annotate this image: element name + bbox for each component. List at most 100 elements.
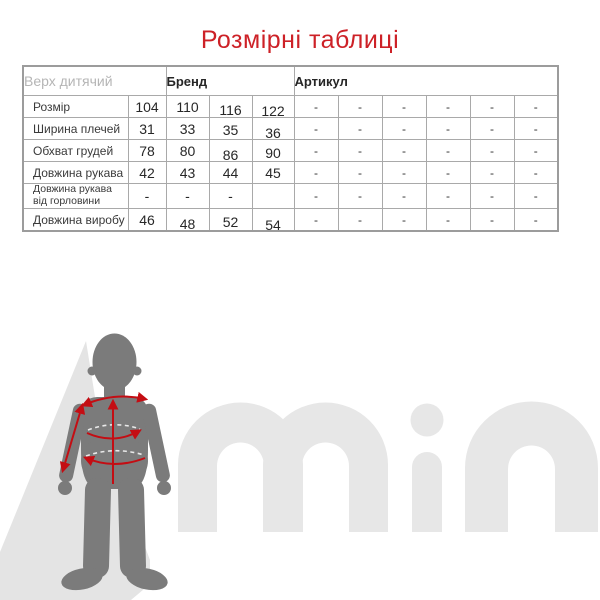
value-cell: 90 [251, 141, 295, 164]
article-cell: - [381, 161, 427, 184]
table-header-article: Артикул [293, 65, 559, 96]
article-cell: - [513, 139, 559, 162]
article-cell: - [381, 117, 427, 140]
value-cell: 48 [165, 212, 210, 236]
value-cell: 35 [208, 118, 253, 141]
table-header-category: Верх дитячий [22, 65, 167, 96]
silhouette-foot-right [126, 567, 168, 591]
value-cell: 80 [165, 139, 210, 162]
article-cell: - [513, 95, 559, 118]
row-label-cell: Розмір [22, 95, 129, 118]
value-cell: 54 [251, 213, 295, 237]
value-cell: 44 [208, 161, 253, 184]
article-cell: - [337, 95, 383, 118]
value-cell: 45 [251, 161, 295, 184]
article-cell: - [469, 95, 515, 118]
article-cell: - [293, 95, 339, 118]
row-label-cell: Обхват грудей [22, 139, 129, 162]
silhouette-ear-left [87, 366, 97, 376]
article-cell: - [381, 95, 427, 118]
size-table: Верх дитячий Бренд Артикул Розмір 104 110 1… [22, 65, 559, 237]
silhouette-arm-right [142, 403, 170, 483]
article-cell: - [381, 183, 427, 209]
value-cell: 36 [251, 121, 295, 144]
article-cell: - [337, 183, 383, 209]
table-row: Обхват грудей 78 80 86 90- - - - - - [22, 139, 559, 166]
article-cell: - [469, 117, 515, 140]
article-cell: - [469, 208, 515, 232]
article-cell: - [425, 139, 471, 162]
row-label-cell: Ширина плечей [22, 117, 129, 140]
article-cell: - [425, 95, 471, 118]
article-cell: - [293, 161, 339, 184]
article-cell: - [513, 117, 559, 140]
article-cell: - [337, 139, 383, 162]
silhouette-leg-right [118, 477, 146, 579]
waist-girth-dashed-arc [85, 449, 145, 457]
value-cell [251, 183, 295, 209]
value-cell: 46 [127, 208, 167, 232]
article-cell: - [469, 183, 515, 209]
watermark-letter-n [465, 401, 598, 532]
table-header-brand: Бренд [165, 65, 295, 96]
watermark-min [178, 401, 598, 532]
article-cell: - [425, 208, 471, 232]
watermark-letter-m [178, 402, 388, 532]
value-cell: - [127, 183, 167, 209]
article-cell: - [425, 161, 471, 184]
child-silhouette [58, 333, 171, 591]
sleeve-length-arrow [59, 402, 86, 474]
row-label-cell: Довжина рукава [22, 161, 129, 184]
value-cell: 43 [165, 161, 210, 184]
article-cell: - [337, 117, 383, 140]
article-cell: - [425, 117, 471, 140]
table-header-row: Верх дитячий Бренд Артикул [22, 65, 559, 96]
article-cell: - [381, 139, 427, 162]
row-label-cell: Довжина рукава від горловини [22, 183, 129, 209]
silhouette-hand-right [157, 481, 171, 495]
article-cell: - [469, 161, 515, 184]
table-row: Довжина рукава 42 43 44 45- - - - - - [22, 161, 559, 184]
article-cell: - [513, 183, 559, 209]
watermark-letter-i [412, 452, 442, 532]
article-cell: - [513, 208, 559, 232]
watermark-letter-i-dot [410, 403, 444, 437]
table-row: Довжина виробу 46 48 52 54- - - - - - [22, 208, 559, 237]
measurement-annotations [59, 391, 149, 484]
article-cell: - [293, 208, 339, 232]
silhouette-hand-left [58, 481, 72, 495]
waist-girth-arc [82, 455, 146, 467]
value-cell: 52 [208, 210, 253, 234]
article-cell: - [293, 183, 339, 209]
value-cell: 31 [127, 117, 167, 140]
article-cell: - [381, 208, 427, 232]
silhouette-foot-left [61, 567, 103, 591]
row-label-cell: Довжина виробу [22, 208, 129, 232]
article-cell: - [337, 161, 383, 184]
silhouette-leg-left [83, 477, 111, 579]
shoulder-width-arrow [80, 391, 149, 407]
size-guide-illustration [0, 333, 598, 600]
silhouette-ear-right [132, 366, 142, 376]
page-title: Розмірні таблиці [200, 26, 400, 54]
value-cell: 42 [127, 161, 167, 184]
table-row: Ширина плечей 31 33 35 36- - - - - - [22, 117, 559, 144]
value-cell: 116 [208, 98, 253, 121]
article-cell: - [293, 117, 339, 140]
value-cell: 110 [165, 95, 210, 118]
article-cell: - [469, 139, 515, 162]
value-cell: 104 [127, 95, 167, 118]
article-cell: - [293, 139, 339, 162]
table-row: Довжина рукава від горловини - - - - - - - - - [22, 183, 559, 209]
article-cell: - [513, 161, 559, 184]
value-cell: - [165, 183, 210, 209]
value-cell: - [208, 183, 253, 209]
article-cell: - [337, 208, 383, 232]
article-cell: - [425, 183, 471, 209]
value-cell: 122 [251, 99, 295, 122]
chest-girth-arc [86, 429, 142, 440]
chest-girth-dashed-arc [87, 423, 141, 431]
value-cell: 78 [127, 139, 167, 162]
silhouette-hips [81, 434, 148, 488]
silhouette-head [92, 333, 137, 391]
